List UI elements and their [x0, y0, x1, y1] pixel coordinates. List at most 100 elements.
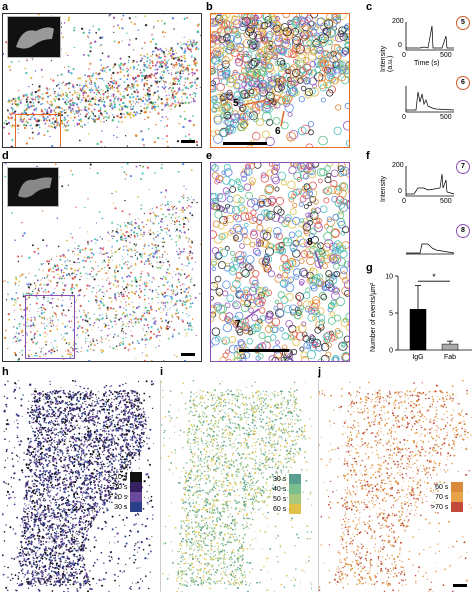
event-dot — [69, 298, 71, 300]
event-dot — [33, 108, 36, 111]
event-dot — [149, 209, 152, 211]
event-dot — [174, 64, 177, 67]
event-dot — [225, 190, 231, 196]
event-dot — [216, 193, 223, 200]
event-dot — [7, 121, 10, 124]
event-dot — [275, 16, 280, 21]
event-dot — [116, 349, 118, 351]
event-dot — [188, 324, 191, 327]
event-dot — [170, 289, 172, 291]
event-dot — [279, 327, 284, 332]
event-dot — [265, 118, 274, 126]
event-dot — [84, 247, 87, 250]
event-dot — [55, 314, 57, 316]
event-dot — [156, 60, 159, 63]
event-dot — [31, 244, 34, 247]
event-dot — [33, 282, 36, 284]
event-dot — [135, 165, 138, 168]
event-dot — [106, 317, 108, 320]
event-dot — [248, 215, 258, 224]
event-dot — [43, 284, 45, 286]
event-dot — [52, 311, 55, 313]
cell-image-h: <10 s 10 s 20 s 30 s — [2, 380, 154, 592]
event-dot — [188, 259, 190, 261]
event-dot — [285, 283, 295, 292]
event-dot — [22, 94, 25, 98]
event-dot — [239, 104, 247, 112]
event-dot — [190, 97, 192, 99]
event-dot — [187, 241, 189, 243]
event-dot — [109, 307, 112, 310]
event-dot — [141, 74, 144, 77]
event-dot — [71, 273, 73, 275]
event-dot — [114, 314, 117, 316]
event-dot — [106, 252, 109, 254]
event-dot — [331, 14, 341, 21]
event-dot — [182, 218, 185, 221]
event-dot — [78, 325, 81, 328]
event-dot — [144, 318, 148, 321]
event-dot — [179, 72, 182, 75]
event-dot — [332, 35, 338, 42]
event-dot — [122, 258, 124, 260]
event-dot — [287, 276, 294, 283]
event-dot — [93, 287, 95, 289]
event-dot — [130, 229, 133, 232]
event-dot — [68, 390, 71, 393]
event-dot — [112, 283, 115, 286]
event-dot — [129, 66, 132, 69]
event-dot — [287, 136, 293, 142]
event-dot — [87, 54, 90, 57]
event-dot — [271, 167, 279, 175]
event-dot — [120, 393, 123, 395]
event-dot — [263, 56, 271, 63]
event-dot — [212, 35, 222, 45]
event-dot — [92, 324, 95, 327]
event-dot — [161, 256, 163, 258]
event-dot — [137, 342, 140, 345]
event-dot — [191, 68, 194, 71]
event-dot — [218, 92, 226, 100]
event-dot — [67, 184, 69, 186]
event-dot — [98, 85, 100, 87]
event-dot — [74, 125, 76, 127]
event-dot — [136, 258, 139, 260]
event-dot — [25, 332, 28, 334]
event-dot — [53, 109, 55, 111]
event-dot — [172, 220, 174, 222]
event-dot — [153, 27, 155, 29]
event-dot — [159, 335, 161, 337]
event-dot — [132, 114, 135, 117]
event-dot — [23, 553, 26, 555]
event-dot — [292, 268, 302, 277]
event-dot — [20, 118, 23, 120]
event-dot — [241, 16, 251, 26]
event-dot — [144, 63, 147, 66]
event-dot — [147, 258, 150, 261]
event-dot — [127, 288, 129, 290]
event-dot — [345, 139, 349, 147]
event-dot — [115, 299, 117, 301]
event-dot — [32, 290, 34, 293]
event-dot — [185, 287, 188, 291]
event-dot — [92, 72, 94, 74]
event-dot — [82, 92, 85, 95]
event-dot — [37, 512, 39, 514]
event-dot — [67, 19, 70, 22]
event-dot — [186, 96, 189, 99]
event-dot — [128, 59, 130, 61]
event-dot — [183, 36, 185, 38]
event-dot — [115, 449, 118, 451]
event-dot — [182, 92, 185, 95]
event-dot — [167, 208, 170, 211]
event-dot — [256, 118, 265, 127]
event-dot — [186, 207, 188, 209]
event-dot — [89, 248, 92, 251]
event-dot — [71, 236, 74, 239]
event-dot — [173, 354, 176, 356]
event-dot — [175, 273, 177, 276]
event-dot — [74, 497, 77, 500]
event-dot — [178, 104, 181, 107]
event-dot — [85, 396, 87, 398]
event-dot — [69, 584, 71, 586]
